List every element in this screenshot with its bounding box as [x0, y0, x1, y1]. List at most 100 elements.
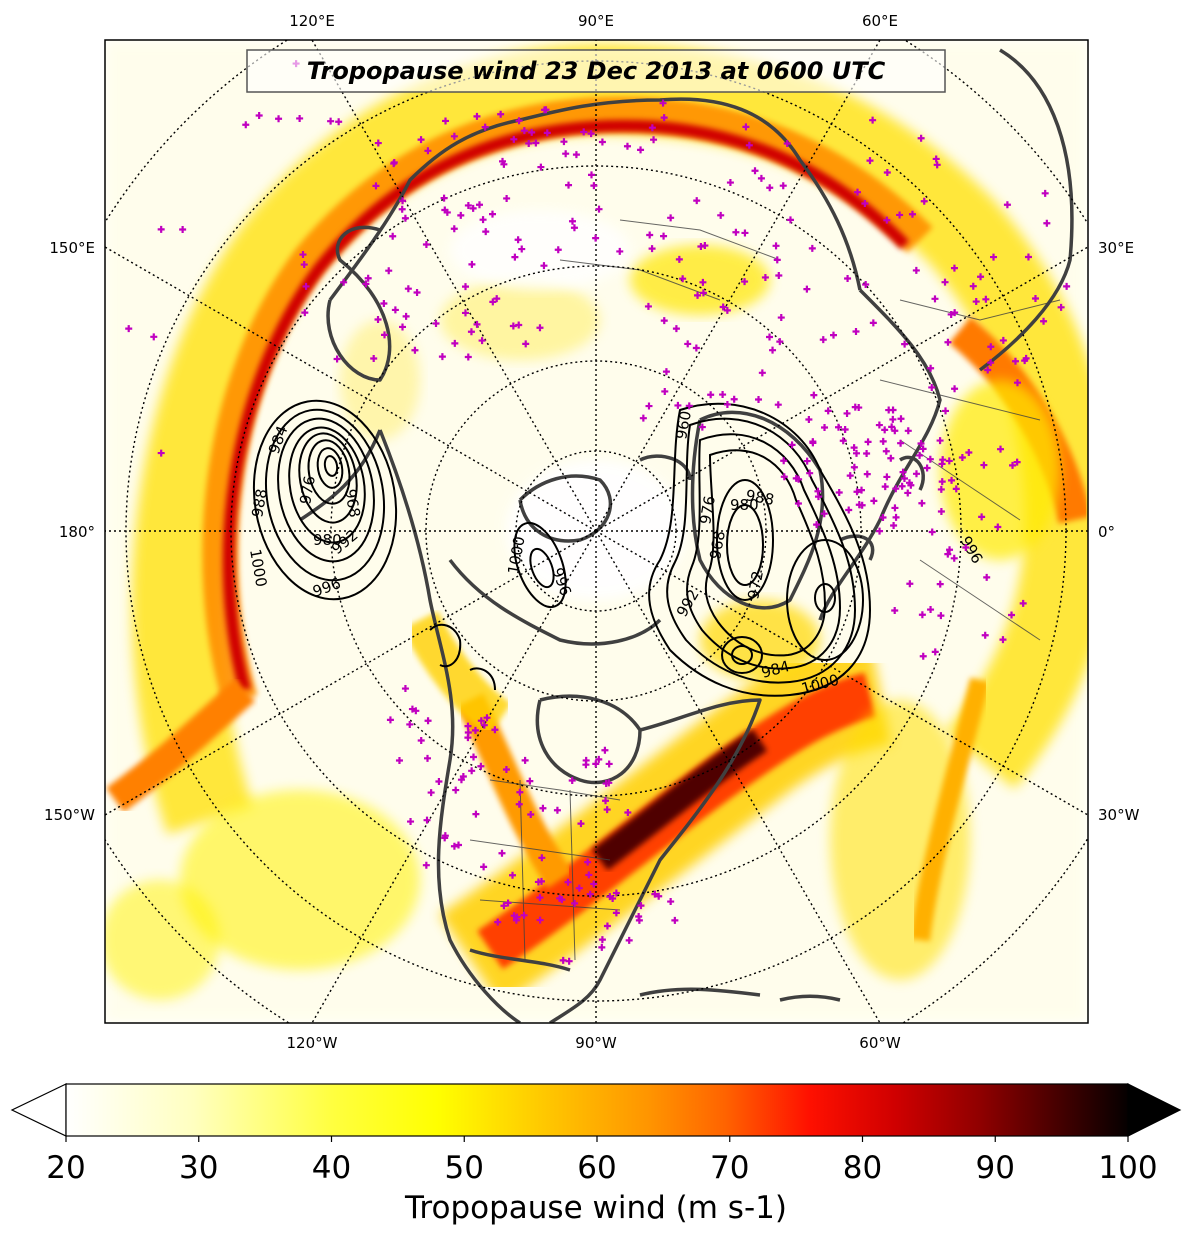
station-marker — [675, 255, 683, 263]
station-marker — [717, 211, 725, 219]
station-marker — [255, 111, 263, 119]
station-marker — [461, 283, 469, 291]
station-marker — [538, 854, 546, 862]
station-marker — [897, 415, 905, 423]
lon-label-bottom: 90°W — [575, 1034, 617, 1052]
station-marker — [891, 607, 899, 615]
station-marker — [422, 241, 430, 249]
station-marker — [473, 112, 481, 120]
station-marker — [380, 299, 388, 307]
station-marker — [887, 454, 895, 462]
station-marker — [1019, 599, 1027, 607]
station-marker — [575, 884, 583, 892]
station-marker — [302, 282, 310, 290]
station-marker — [362, 280, 370, 288]
station-marker — [603, 806, 611, 814]
station-marker — [536, 894, 544, 902]
colorbar-tick-label: 80 — [843, 1150, 882, 1186]
station-marker — [424, 717, 432, 725]
station-marker — [892, 513, 900, 521]
station-marker — [586, 890, 594, 898]
station-marker — [450, 132, 458, 140]
station-marker — [464, 201, 472, 209]
station-marker — [858, 501, 866, 509]
lon-label-top: 60°E — [862, 12, 898, 30]
station-marker — [803, 457, 811, 465]
station-marker — [601, 746, 609, 754]
station-marker — [937, 485, 945, 493]
station-marker — [889, 415, 897, 423]
station-marker — [917, 440, 925, 448]
station-marker — [806, 469, 814, 477]
colorbar-tick-label: 60 — [577, 1150, 616, 1186]
station-marker — [881, 483, 889, 491]
station-marker — [870, 497, 878, 505]
station-marker — [644, 302, 652, 310]
station-marker — [951, 385, 959, 393]
station-marker — [464, 722, 472, 730]
station-marker — [786, 216, 794, 224]
station-marker — [920, 197, 928, 205]
station-marker — [853, 488, 861, 496]
station-marker — [386, 716, 394, 724]
colorbar-tick-label: 100 — [1098, 1150, 1157, 1186]
station-marker — [863, 449, 871, 457]
station-marker — [468, 767, 476, 775]
station-marker — [612, 889, 620, 897]
station-marker — [450, 842, 458, 850]
station-marker — [381, 331, 389, 339]
station-marker — [881, 426, 889, 434]
station-marker — [412, 707, 420, 715]
station-marker — [401, 214, 409, 222]
station-marker — [1031, 294, 1039, 302]
station-marker — [598, 936, 606, 944]
station-marker — [776, 338, 784, 346]
station-marker — [568, 217, 576, 225]
station-marker — [982, 295, 990, 303]
station-marker — [648, 245, 656, 253]
station-marker — [766, 333, 774, 341]
station-marker — [475, 201, 483, 209]
station-marker — [301, 309, 309, 317]
station-marker — [803, 285, 811, 293]
station-marker — [443, 208, 451, 216]
station-marker — [489, 298, 497, 306]
station-marker — [944, 550, 952, 558]
contour-label: 972 — [744, 569, 767, 600]
station-marker — [795, 475, 803, 483]
station-marker — [942, 407, 950, 415]
station-marker — [773, 256, 781, 264]
station-marker — [978, 513, 986, 521]
station-marker — [395, 756, 403, 764]
station-marker — [908, 210, 916, 218]
station-marker — [879, 437, 887, 445]
colorbar-gradient — [65, 1083, 1129, 1137]
station-marker — [612, 909, 620, 917]
station-marker — [965, 448, 973, 456]
station-marker — [514, 236, 522, 244]
station-marker — [855, 404, 863, 412]
station-marker — [906, 580, 914, 588]
station-marker — [457, 211, 465, 219]
station-marker — [876, 527, 884, 535]
station-marker — [994, 523, 1002, 531]
station-marker — [512, 916, 520, 924]
station-marker — [916, 451, 924, 459]
station-marker — [891, 504, 899, 512]
station-marker — [999, 636, 1007, 644]
title-box: Tropopause wind 23 Dec 2013 at 0600 UTC — [246, 49, 946, 93]
station-marker — [571, 899, 579, 907]
station-marker — [494, 918, 502, 926]
contour-label: 968 — [341, 488, 364, 519]
station-marker — [741, 278, 749, 286]
station-marker — [564, 878, 572, 886]
station-marker — [853, 449, 860, 457]
station-marker — [952, 485, 960, 493]
station-marker — [888, 423, 896, 431]
station-marker — [646, 231, 654, 239]
station-marker — [585, 871, 593, 879]
station-marker — [699, 289, 707, 297]
station-marker — [427, 789, 435, 797]
station-marker — [788, 441, 796, 449]
station-marker — [1043, 219, 1051, 227]
